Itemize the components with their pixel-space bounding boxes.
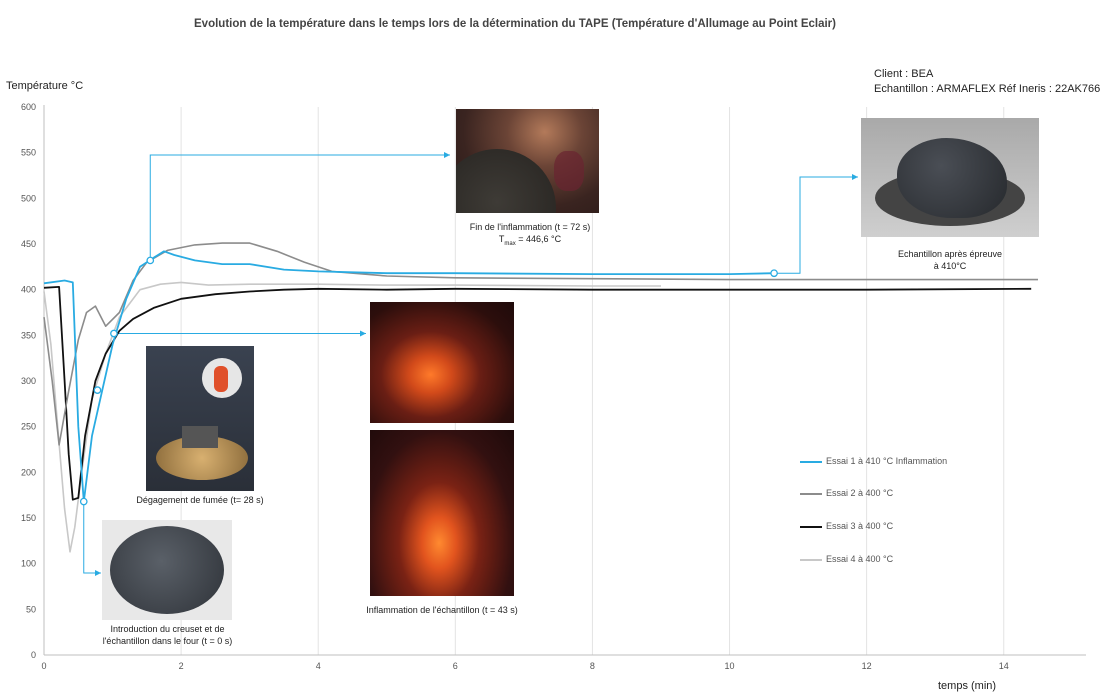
- arrow-introduction: [95, 570, 101, 576]
- y-tick-label-0: 0: [31, 650, 36, 660]
- y-tick-label-450: 450: [21, 239, 36, 249]
- tmax-subscript: max: [504, 240, 516, 247]
- y-tick-label-400: 400: [21, 285, 36, 295]
- tick-labels: 0 50 100 150 200 250 300 350 400 450 500 550 600 0 2 4 6…: [21, 102, 1009, 671]
- series-line-essai-4: [43, 281, 661, 553]
- caption-after-test-line1: Echantillon après épreuve: [897, 249, 1003, 259]
- connector-end-of-ignition: [149, 154, 450, 261]
- series-line-essai-2: [43, 242, 1038, 446]
- marker-point-1: [79, 497, 88, 506]
- annotation-connectors: [83, 152, 858, 576]
- chart-title: Evolution de la température dans le temp…: [194, 18, 836, 30]
- legend-item-essai-1: Essai 1 à 410 °C Inflammation: [800, 456, 947, 470]
- legend-label-essai-4: Essai 4 à 400 °C: [826, 554, 894, 564]
- series-line-essai-3: [43, 285, 1032, 501]
- caption-tmax: Tmax = 446,6 °C: [430, 233, 630, 250]
- legend-swatch-essai-1: [800, 460, 822, 463]
- tmax-value: = 446,6 °C: [518, 234, 562, 244]
- y-tick-label-150: 150: [21, 513, 36, 523]
- legend-label-essai-1: Essai 1 à 410 °C Inflammation: [826, 456, 948, 466]
- connector-after-test: [774, 176, 858, 274]
- caption-introduction-line1: Introduction du creuset et de: [110, 624, 225, 634]
- x-tick-label-4: 4: [316, 661, 321, 671]
- series-lines: [43, 242, 1038, 553]
- x-tick-label-12: 12: [862, 661, 872, 671]
- legend-label-essai-3: Essai 3 à 400 °C: [826, 521, 894, 531]
- y-axis-label: Température °C: [6, 80, 84, 92]
- legend-item-essai-3: Essai 3 à 400 °C: [800, 521, 893, 535]
- y-tick-label-500: 500: [21, 193, 36, 203]
- photo-ignition-2: [370, 430, 514, 596]
- x-tick-label-14: 14: [999, 661, 1009, 671]
- marker-point-4: [146, 256, 155, 265]
- arrow-end-of-ignition: [444, 152, 450, 158]
- legend-item-essai-4: Essai 4 à 400 °C: [800, 554, 893, 568]
- x-tick-label-10: 10: [725, 661, 735, 671]
- series-markers: [79, 256, 778, 506]
- y-tick-label-250: 250: [21, 422, 36, 432]
- y-tick-label-50: 50: [26, 604, 36, 614]
- legend-item-essai-2: Essai 2 à 400 °C: [800, 488, 893, 502]
- client-label: Client : BEA: [874, 68, 934, 80]
- legend-swatch-essai-3: [800, 525, 822, 528]
- legend-label-essai-2: Essai 2 à 400 °C: [826, 488, 894, 498]
- arrow-ignition: [360, 330, 366, 337]
- marker-point-3: [110, 329, 118, 338]
- marker-point-2: [93, 386, 102, 394]
- axes: [43, 105, 1086, 656]
- y-tick-label-200: 200: [21, 467, 36, 477]
- legend-swatch-essai-2: [800, 492, 822, 495]
- connector-introduction: [83, 501, 101, 574]
- photo-crucible-introduction: [102, 520, 232, 620]
- photo-ignition-1: [370, 302, 514, 423]
- x-tick-label-8: 8: [590, 661, 595, 671]
- marker-point-5: [770, 269, 778, 278]
- x-axis-label: temps (min): [938, 680, 997, 692]
- photo-end-of-ignition: [456, 109, 599, 213]
- photo-sample-after-test: [861, 118, 1039, 237]
- echantillon-label: Echantillon : ARMAFLEX Réf Ineris : 22AK…: [874, 83, 1101, 95]
- x-tick-label-2: 2: [179, 661, 184, 671]
- x-tick-label-0: 0: [41, 661, 46, 671]
- caption-end-of-ignition-text: Fin de l'inflammation (t = 72 s): [469, 222, 591, 232]
- caption-introduction-line2: l'échantillon dans le four (t = 0 s): [102, 636, 233, 646]
- y-tick-label-350: 350: [21, 330, 36, 340]
- legend-swatch-essai-4: [800, 558, 822, 561]
- caption-ignition: Inflammation de l'échantillon (t = 43 s): [366, 605, 518, 615]
- y-tick-label-100: 100: [21, 559, 36, 569]
- y-tick-label-300: 300: [21, 376, 36, 386]
- y-tick-label-550: 550: [21, 148, 36, 158]
- y-tick-label-600: 600: [21, 102, 36, 112]
- caption-smoke: Dégagement de fumée (t= 28 s): [136, 495, 264, 505]
- caption-introduction: Introduction du creuset et de l'échantil…: [80, 623, 255, 647]
- series-line-essai-1: [43, 250, 775, 503]
- caption-end-of-ignition: Fin de l'inflammation (t = 72 s) Tmax = …: [430, 221, 630, 250]
- x-tick-label-6: 6: [453, 661, 458, 671]
- caption-after-test: Echantillon après épreuve à 410°C: [880, 248, 1020, 272]
- sample-info: Client : BEA Echantillon : ARMAFLEX Réf …: [874, 67, 1100, 97]
- arrow-after-test: [852, 174, 858, 180]
- caption-after-test-line2: à 410°C: [933, 261, 967, 271]
- tmax-symbol: T: [498, 234, 505, 244]
- photo-smoke-release: [146, 346, 254, 491]
